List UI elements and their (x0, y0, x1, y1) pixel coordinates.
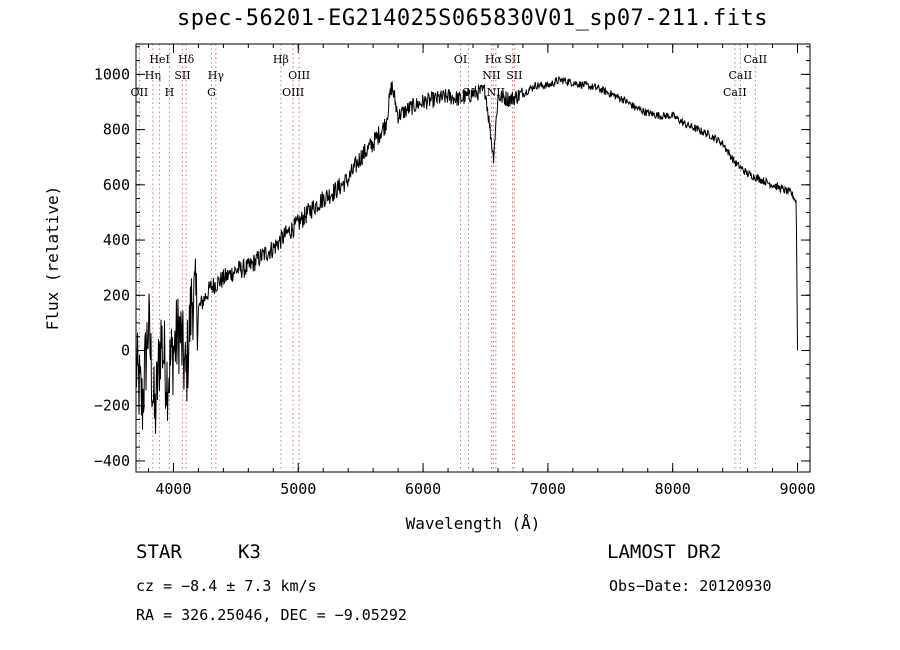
object-subclass: K3 (238, 541, 261, 563)
line-label-13: Hα (485, 53, 503, 66)
line-label-7: G (207, 86, 216, 99)
x-tick-label-1: 5000 (280, 480, 316, 498)
y-axis-label: Flux (relative) (43, 186, 62, 331)
line-label-8: Hβ (273, 53, 289, 66)
coordinates: RA = 326.25046, DEC = −9.05292 (136, 606, 407, 624)
line-label-3: H (165, 86, 175, 99)
object-class: STAR (136, 541, 182, 563)
x-tick-label-5: 9000 (779, 480, 815, 498)
line-label-16: SII (504, 53, 520, 66)
spectrum-line (135, 75, 798, 434)
chart-title: spec-56201-EG214025S065830V01_sp07-211.f… (176, 6, 769, 31)
line-label-6: Hγ (208, 69, 225, 82)
x-tick-label-2: 6000 (405, 480, 441, 498)
line-label-14: NII (482, 69, 500, 82)
line-label-9: OIII (282, 86, 304, 99)
line-label-0: OII (131, 86, 149, 99)
plot-frame (135, 43, 811, 473)
x-axis-label: Wavelength (Å) (406, 514, 541, 533)
y-tick-label-7: 1000 (94, 65, 130, 83)
line-label-11: OI (454, 53, 467, 66)
line-label-2: HeI (149, 53, 169, 66)
line-label-20: CaII (743, 53, 767, 66)
y-tick-label-3: 200 (103, 286, 130, 304)
obs-date: Obs−Date: 20120930 (609, 577, 772, 595)
x-tick-label-4: 8000 (655, 480, 691, 498)
x-tick-label-0: 4000 (155, 480, 191, 498)
y-tick-label-4: 400 (103, 231, 130, 249)
line-label-4: SII (174, 69, 190, 82)
y-tick-label-5: 600 (103, 176, 130, 194)
y-tick-label-2: 0 (121, 342, 130, 360)
survey-name: LAMOST DR2 (607, 541, 722, 563)
line-label-10: OIII (288, 69, 310, 82)
y-tick-label-1: −200 (94, 397, 130, 415)
line-label-5: Hδ (178, 53, 195, 66)
y-tick-label-6: 800 (103, 121, 130, 139)
line-label-15: NII (487, 86, 505, 99)
redshift-text: cz = −8.4 ± 7.3 km/s (136, 577, 317, 595)
line-label-19: CaII (729, 69, 753, 82)
line-label-18: CaII (723, 86, 747, 99)
line-label-1: Hη (145, 69, 161, 82)
line-label-17: SII (506, 69, 522, 82)
x-tick-label-3: 7000 (530, 480, 566, 498)
y-tick-label-0: −400 (94, 452, 130, 470)
